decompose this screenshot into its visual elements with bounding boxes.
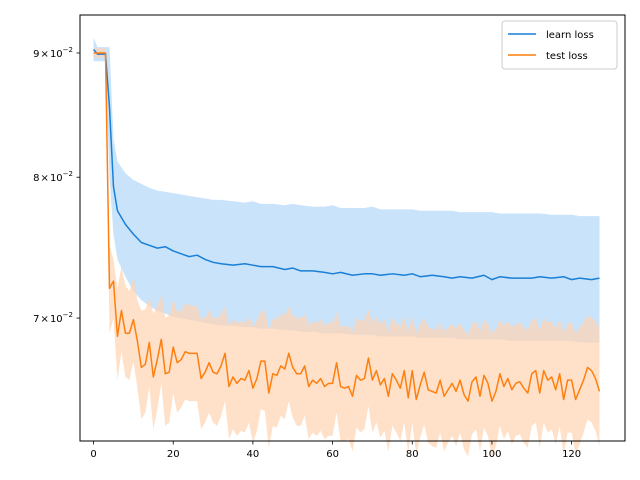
y-tick-base: 10: [50, 49, 63, 60]
legend-label: test loss: [546, 51, 588, 62]
y-tick-exponent: −2: [63, 46, 73, 54]
y-tick-exponent: −2: [63, 170, 73, 178]
x-tick-label: 120: [562, 449, 581, 460]
y-tick-base: 10: [50, 314, 63, 325]
x-tick-label: 0: [90, 449, 96, 460]
x-tick-label: 40: [247, 449, 260, 460]
x-tick-label: 100: [482, 449, 501, 460]
y-tick-times: ×: [41, 314, 49, 325]
y-tick-mantissa: 8: [33, 173, 39, 184]
y-tick-exponent: −2: [63, 311, 73, 319]
x-tick-label: 60: [326, 449, 339, 460]
legend-label: learn loss: [546, 30, 594, 41]
x-tick-label: 20: [167, 449, 180, 460]
y-tick-times: ×: [41, 49, 49, 60]
y-tick-mantissa: 9: [33, 49, 39, 60]
y-tick-base: 10: [50, 173, 63, 184]
y-tick-times: ×: [41, 173, 49, 184]
y-tick-mantissa: 7: [33, 314, 39, 325]
legend: learn loss test loss: [502, 21, 617, 69]
x-tick-label: 80: [406, 449, 419, 460]
